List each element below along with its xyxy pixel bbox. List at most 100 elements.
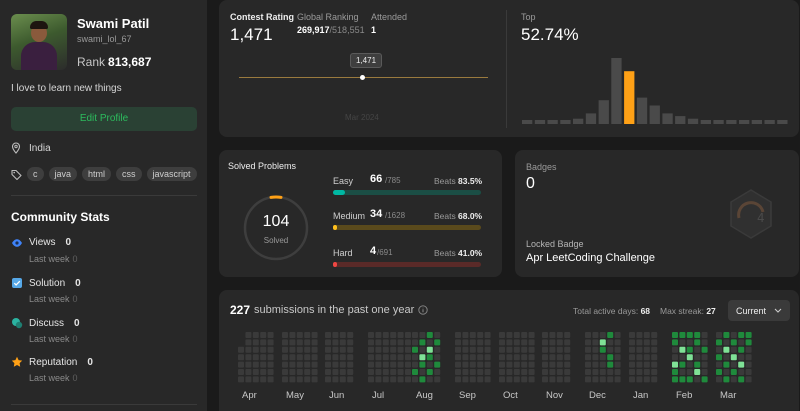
heatmap-cell[interactable] [238, 361, 244, 368]
heatmap-cell[interactable] [477, 369, 484, 375]
heatmap-cell[interactable] [405, 339, 411, 346]
heatmap-cell[interactable] [267, 361, 274, 368]
heatmap-cell[interactable] [245, 354, 252, 361]
heatmap-cell[interactable] [499, 346, 505, 353]
heatmap-cell[interactable] [462, 346, 469, 353]
heatmap-cell[interactable] [629, 361, 635, 368]
heatmap-cell[interactable] [549, 369, 556, 375]
heatmap-cell[interactable] [260, 369, 267, 375]
heatmap-cell[interactable] [289, 339, 296, 346]
heatmap-cell[interactable] [672, 376, 678, 383]
heatmap-cell[interactable] [397, 332, 404, 338]
heatmap-cell[interactable] [390, 346, 397, 353]
heatmap-cell[interactable] [585, 332, 591, 338]
heatmap-cell[interactable] [686, 354, 693, 361]
heatmap-cell[interactable] [245, 369, 252, 375]
heatmap-cell[interactable] [252, 332, 259, 338]
heatmap-cell[interactable] [325, 354, 331, 361]
heatmap-cell[interactable] [332, 369, 339, 375]
edit-profile-button[interactable]: Edit Profile [11, 107, 197, 131]
heatmap-cell[interactable] [599, 332, 606, 338]
heatmap-cell[interactable] [347, 361, 354, 368]
heatmap-cell[interactable] [686, 332, 693, 338]
heatmap-cell[interactable] [679, 346, 686, 353]
heatmap-cell[interactable] [484, 376, 491, 383]
heatmap-cell[interactable] [382, 332, 389, 338]
heatmap-cell[interactable] [506, 354, 513, 361]
heatmap-cell[interactable] [556, 339, 563, 346]
heatmap-cell[interactable] [311, 354, 318, 361]
heatmap-cell[interactable] [267, 346, 274, 353]
heatmap-cell[interactable] [723, 369, 730, 375]
heatmap-cell[interactable] [375, 369, 382, 375]
heatmap-cell[interactable] [592, 339, 599, 346]
heatmap-cell[interactable] [412, 332, 418, 338]
heatmap-cell[interactable] [643, 376, 650, 383]
heatmap-cell[interactable] [426, 346, 433, 353]
heatmap-cell[interactable] [245, 332, 252, 338]
heatmap-cell[interactable] [636, 339, 643, 346]
heatmap-cell[interactable] [506, 369, 513, 375]
heatmap-cell[interactable] [397, 354, 404, 361]
heatmap-cell[interactable] [484, 361, 491, 368]
heatmap-cell[interactable] [679, 332, 686, 338]
heatmap-cell[interactable] [686, 369, 693, 375]
heatmap-cell[interactable] [397, 361, 404, 368]
heatmap-cell[interactable] [599, 369, 606, 375]
heatmap-cell[interactable] [513, 369, 520, 375]
heatmap-cell[interactable] [339, 376, 346, 383]
heatmap-cell[interactable] [289, 354, 296, 361]
heatmap-cell[interactable] [542, 354, 548, 361]
heatmap-cell[interactable] [282, 332, 288, 338]
heatmap-cell[interactable] [614, 332, 621, 338]
heatmap-cell[interactable] [382, 339, 389, 346]
heatmap-cell[interactable] [738, 376, 745, 383]
heatmap-cell[interactable] [238, 346, 244, 353]
heatmap-cell[interactable] [556, 332, 563, 338]
skill-tag[interactable]: c [27, 167, 44, 181]
heatmap-cell[interactable] [556, 354, 563, 361]
heatmap-cell[interactable] [528, 376, 535, 383]
heatmap-cell[interactable] [513, 376, 520, 383]
heatmap-cell[interactable] [556, 376, 563, 383]
heatmap-cell[interactable] [592, 361, 599, 368]
heatmap-cell[interactable] [629, 354, 635, 361]
heatmap-cell[interactable] [542, 369, 548, 375]
heatmap-cell[interactable] [419, 369, 426, 375]
heatmap-cell[interactable] [745, 339, 752, 346]
heatmap-cell[interactable] [564, 332, 571, 338]
heatmap-cell[interactable] [506, 376, 513, 383]
heatmap-cell[interactable] [701, 339, 708, 346]
heatmap-cell[interactable] [585, 346, 591, 353]
heatmap-cell[interactable] [549, 361, 556, 368]
heatmap-cell[interactable] [368, 369, 374, 375]
heatmap-cell[interactable] [599, 354, 606, 361]
heatmap-cell[interactable] [701, 369, 708, 375]
heatmap-cell[interactable] [730, 369, 737, 375]
heatmap-cell[interactable] [564, 354, 571, 361]
heatmap-cell[interactable] [730, 332, 737, 338]
heatmap-cell[interactable] [556, 346, 563, 353]
heatmap-cell[interactable] [238, 369, 244, 375]
heatmap-cell[interactable] [455, 354, 461, 361]
heatmap-cell[interactable] [382, 376, 389, 383]
heatmap-cell[interactable] [651, 332, 658, 338]
heatmap-cell[interactable] [252, 346, 259, 353]
heatmap-cell[interactable] [339, 354, 346, 361]
heatmap-cell[interactable] [499, 361, 505, 368]
heatmap-cell[interactable] [730, 376, 737, 383]
heatmap-cell[interactable] [419, 332, 426, 338]
heatmap-cell[interactable] [607, 361, 614, 368]
heatmap-cell[interactable] [521, 361, 528, 368]
skill-tag[interactable]: javascript [146, 167, 197, 181]
heatmap-cell[interactable] [455, 369, 461, 375]
heatmap-cell[interactable] [252, 354, 259, 361]
heatmap-cell[interactable] [542, 376, 548, 383]
heatmap-cell[interactable] [375, 346, 382, 353]
heatmap-cell[interactable] [542, 332, 548, 338]
heatmap-cell[interactable] [245, 339, 252, 346]
heatmap-cell[interactable] [477, 339, 484, 346]
heatmap-cell[interactable] [426, 354, 433, 361]
heatmap-cell[interactable] [599, 346, 606, 353]
heatmap-cell[interactable] [304, 369, 311, 375]
